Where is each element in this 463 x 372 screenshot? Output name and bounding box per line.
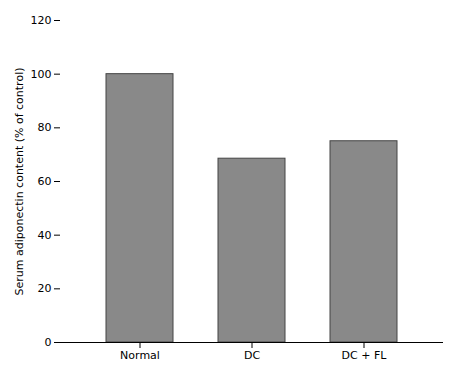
svg-text:Serum adiponectin content (% o: Serum adiponectin content (% of control) [13, 68, 26, 296]
svg-text:0: 0 [45, 336, 52, 349]
svg-text:60: 60 [38, 175, 52, 188]
svg-text:40: 40 [38, 229, 52, 242]
svg-text:100: 100 [31, 68, 52, 81]
svg-text:80: 80 [38, 121, 52, 134]
svg-text:DC: DC [244, 349, 260, 362]
svg-text:20: 20 [38, 282, 52, 295]
svg-text:Normal: Normal [120, 349, 160, 362]
svg-text:DC + FL: DC + FL [342, 349, 388, 362]
svg-text:120: 120 [31, 14, 52, 27]
